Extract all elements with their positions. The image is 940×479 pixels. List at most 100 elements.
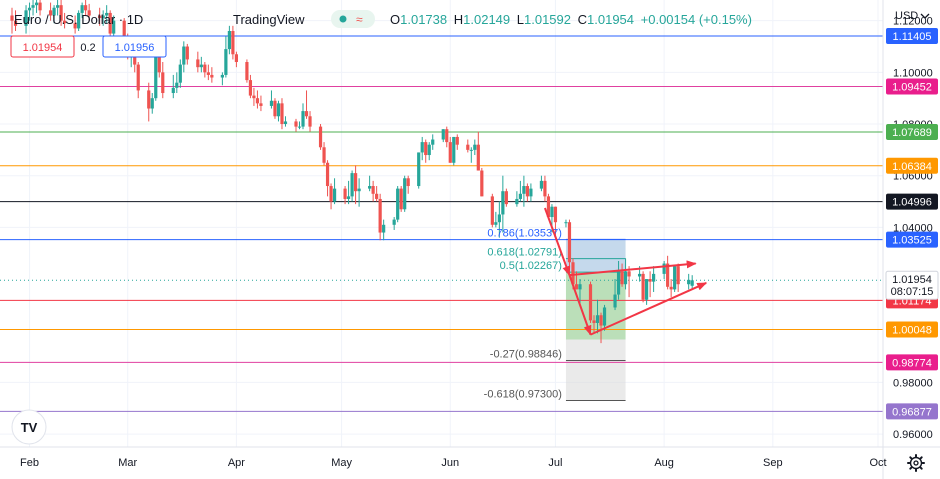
symbol-title[interactable]: Euro / U.S. Dollar · 1D xyxy=(14,12,143,27)
sell-button[interactable] xyxy=(10,35,75,58)
candle-body xyxy=(571,262,575,285)
trend-arrows xyxy=(543,207,708,336)
fib-zone-extension xyxy=(565,339,626,401)
trend-arrow xyxy=(543,207,571,277)
candle-body xyxy=(150,98,154,109)
candle-body xyxy=(343,188,347,199)
open-value: 1.01738 xyxy=(400,12,447,27)
price-tick-label: 0.98000 xyxy=(893,377,933,389)
candle-body xyxy=(157,54,161,73)
candle-body xyxy=(406,178,410,187)
price-level-tag xyxy=(886,78,938,95)
candle-body xyxy=(494,222,498,225)
candle-body xyxy=(673,266,677,290)
time-axis-ticks[interactable]: Feb Mar Apr May Jun Jul Aug Sep Oct xyxy=(20,457,887,469)
candle-body xyxy=(480,170,484,197)
candle-body xyxy=(210,74,214,78)
trend-arrow xyxy=(569,260,697,277)
candle-body xyxy=(455,136,459,145)
price-level-tag-label: 1.06384 xyxy=(892,161,932,173)
price-level-tag xyxy=(886,403,938,420)
candle-body xyxy=(108,12,112,34)
buy-button[interactable] xyxy=(102,35,167,58)
candle-body xyxy=(666,263,670,287)
candle-body xyxy=(325,162,330,187)
market-open-dot-icon xyxy=(339,15,347,23)
time-tick-label: Aug xyxy=(654,457,674,469)
candle-body xyxy=(578,284,582,290)
candle-body xyxy=(332,188,337,202)
fib-level-label: 0.786(1.03537) xyxy=(487,227,562,239)
candle-body xyxy=(178,64,182,83)
time-tick-label: Oct xyxy=(869,457,886,469)
candle-body xyxy=(346,196,351,199)
candles-layer xyxy=(10,0,694,344)
chevron-down-icon[interactable] xyxy=(920,13,930,19)
bar-countdown-label: 08:07:15 xyxy=(891,286,934,298)
candle-body xyxy=(620,271,624,285)
fib-level-label: 0.618(1.02791) xyxy=(487,247,562,259)
price-level-tag xyxy=(886,321,938,338)
candle-body xyxy=(87,10,91,16)
fib-labels: 0.786(1.03537) 0.618(1.02791)0.5(1.02267)… xyxy=(484,227,562,400)
candle-body xyxy=(259,103,263,106)
candle-body xyxy=(690,280,694,286)
candle-body xyxy=(101,15,105,19)
candle-body xyxy=(378,198,382,233)
candle-body xyxy=(392,219,396,225)
candle-body xyxy=(595,315,600,323)
candle-body xyxy=(227,31,231,50)
close-value: 1.01954 xyxy=(587,12,634,27)
candle-body xyxy=(504,191,508,205)
candle-body xyxy=(38,2,42,11)
candle-body xyxy=(354,173,358,192)
candle-body xyxy=(448,142,452,163)
high-label: H xyxy=(454,12,463,27)
candle-body xyxy=(84,5,88,11)
market-status-pill[interactable] xyxy=(331,10,375,28)
price-level-tag-label: 1.00048 xyxy=(892,324,932,336)
gear-icon[interactable] xyxy=(907,454,925,472)
change-value: +0.00154 (+0.15%) xyxy=(641,12,752,27)
logo-text: TV xyxy=(21,420,38,435)
candle-body xyxy=(490,196,494,225)
fib-zone-upper xyxy=(565,239,626,273)
candle-body xyxy=(637,273,642,277)
fib-level-label: -0.618(0.97300) xyxy=(484,388,562,400)
candle-body xyxy=(80,5,84,13)
candle-body xyxy=(203,64,207,73)
candle-body xyxy=(136,64,140,91)
candle-body xyxy=(350,173,354,197)
candle-body xyxy=(112,20,116,34)
price-level-tag xyxy=(886,231,938,248)
candle-body xyxy=(613,294,617,308)
candle-body xyxy=(105,12,109,16)
candle-body xyxy=(199,64,203,68)
currency-selector[interactable]: USD xyxy=(895,10,918,22)
candle-body xyxy=(297,126,302,128)
buy-price: 1.01956 xyxy=(115,42,155,54)
candle-body xyxy=(652,273,656,282)
candle-body xyxy=(231,31,235,55)
candle-body xyxy=(627,271,631,277)
candle-body xyxy=(220,74,224,78)
candle-body xyxy=(77,12,81,29)
candle-body xyxy=(122,20,126,37)
candle-body xyxy=(539,180,544,189)
candle-body xyxy=(171,87,175,94)
tradingview-logo-icon[interactable]: TV xyxy=(11,409,47,445)
candle-body xyxy=(396,188,400,220)
candle-body xyxy=(588,284,593,321)
candle-body xyxy=(648,279,652,282)
candle-body xyxy=(301,111,305,127)
candle-body xyxy=(546,196,551,218)
candle-body xyxy=(497,214,501,223)
candle-body xyxy=(10,15,14,21)
candle-body xyxy=(420,142,424,153)
low-label: L xyxy=(517,12,524,27)
spread-value: 0.2 xyxy=(80,42,95,54)
candle-body xyxy=(304,111,309,117)
price-level-tag xyxy=(886,193,938,210)
candle-body xyxy=(59,5,63,21)
